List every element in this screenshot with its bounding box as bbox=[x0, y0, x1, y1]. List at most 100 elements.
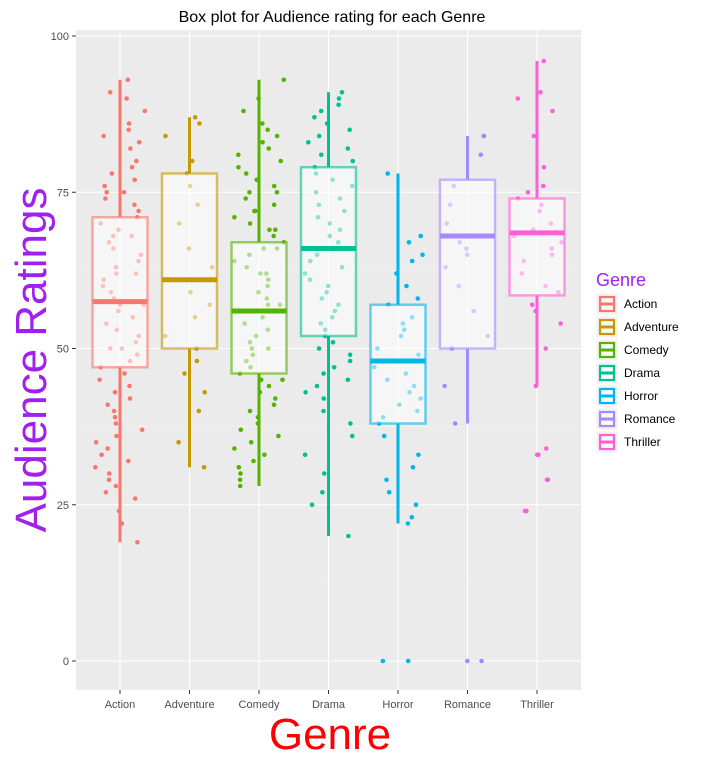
box-iqr bbox=[438, 178, 497, 350]
data-point bbox=[189, 158, 195, 164]
data-point bbox=[106, 477, 112, 483]
data-point bbox=[182, 371, 187, 376]
legend-title: Genre bbox=[596, 270, 646, 290]
legend-key-horror bbox=[595, 384, 619, 408]
y-tick-label: 25 bbox=[57, 500, 69, 512]
data-point bbox=[348, 421, 353, 426]
data-point bbox=[273, 396, 278, 401]
data-point bbox=[550, 108, 555, 114]
legend-key-romance bbox=[595, 407, 619, 431]
data-point bbox=[271, 233, 277, 239]
data-point bbox=[420, 252, 425, 258]
data-point bbox=[530, 302, 535, 308]
data-point bbox=[241, 108, 246, 114]
data-point bbox=[267, 227, 272, 233]
data-point bbox=[538, 90, 543, 95]
data-point bbox=[107, 471, 112, 476]
box-iqr bbox=[299, 166, 358, 338]
data-point bbox=[416, 452, 421, 458]
data-point bbox=[266, 383, 272, 389]
data-point bbox=[126, 127, 131, 133]
legend-label: Romance bbox=[624, 412, 676, 426]
legend-label: Comedy bbox=[624, 343, 669, 357]
data-point bbox=[381, 433, 387, 439]
data-point bbox=[302, 452, 308, 458]
legend-label: Drama bbox=[624, 366, 660, 380]
data-point bbox=[545, 477, 551, 483]
data-point bbox=[405, 521, 411, 526]
data-point bbox=[534, 452, 540, 458]
data-point bbox=[243, 196, 248, 201]
data-point bbox=[122, 371, 127, 376]
data-point bbox=[306, 140, 311, 145]
data-point bbox=[247, 408, 253, 414]
data-point bbox=[260, 121, 265, 126]
data-point bbox=[515, 96, 521, 101]
data-point bbox=[385, 171, 391, 176]
data-point bbox=[236, 465, 242, 470]
data-point bbox=[93, 465, 98, 470]
data-point bbox=[134, 158, 139, 164]
data-point bbox=[260, 140, 265, 145]
data-point bbox=[321, 396, 327, 401]
data-point bbox=[316, 346, 322, 351]
data-point bbox=[197, 121, 202, 126]
x-tick-label: Horror bbox=[382, 699, 414, 711]
data-point bbox=[478, 152, 484, 158]
data-point bbox=[274, 133, 280, 139]
data-point bbox=[321, 371, 326, 376]
data-point bbox=[322, 471, 327, 476]
data-point bbox=[406, 240, 412, 245]
box-horror bbox=[369, 173, 427, 524]
box-drama bbox=[299, 92, 358, 536]
box-adventure bbox=[160, 117, 219, 468]
data-point bbox=[336, 96, 342, 101]
data-point bbox=[103, 196, 108, 201]
data-point bbox=[531, 133, 537, 139]
data-point bbox=[124, 96, 129, 101]
data-point bbox=[112, 390, 118, 395]
data-point bbox=[525, 190, 531, 195]
data-point bbox=[253, 208, 258, 214]
data-point bbox=[109, 171, 115, 176]
data-point bbox=[452, 421, 458, 426]
data-point bbox=[558, 321, 563, 326]
data-point bbox=[274, 190, 280, 195]
data-point bbox=[237, 483, 243, 489]
box-iqr bbox=[230, 241, 288, 375]
data-point bbox=[192, 115, 198, 120]
data-point bbox=[281, 77, 287, 83]
data-point bbox=[97, 377, 102, 383]
legend-items: Action Adventure Comedy Drama Horror Romance T… bbox=[595, 292, 679, 454]
data-point bbox=[247, 190, 252, 195]
data-point bbox=[318, 108, 324, 114]
data-point bbox=[114, 433, 119, 439]
data-point bbox=[236, 165, 241, 170]
data-point bbox=[330, 340, 336, 345]
data-point bbox=[113, 421, 119, 426]
x-axis-ticks: Action Adventure Comedy Drama Horror Romance T… bbox=[105, 690, 554, 711]
data-point bbox=[265, 127, 271, 133]
data-point bbox=[132, 202, 137, 208]
data-point bbox=[111, 408, 117, 414]
legend-key-adventure bbox=[595, 315, 619, 339]
data-point bbox=[541, 165, 547, 170]
x-tick-label: Adventure bbox=[164, 699, 214, 711]
data-point bbox=[132, 177, 137, 183]
box-thriller bbox=[508, 61, 566, 386]
data-point bbox=[415, 296, 421, 301]
box-iqr bbox=[508, 197, 566, 297]
data-point bbox=[347, 358, 353, 364]
box-action bbox=[91, 79, 149, 543]
data-point bbox=[405, 658, 411, 664]
x-tick-label: Romance bbox=[444, 699, 491, 711]
data-point bbox=[128, 146, 133, 151]
data-point bbox=[280, 377, 285, 383]
data-point bbox=[339, 90, 345, 95]
data-point bbox=[278, 158, 284, 164]
data-point bbox=[319, 152, 324, 158]
data-point bbox=[129, 165, 135, 170]
data-point bbox=[127, 396, 133, 401]
data-point bbox=[126, 458, 131, 464]
data-point bbox=[409, 258, 415, 264]
